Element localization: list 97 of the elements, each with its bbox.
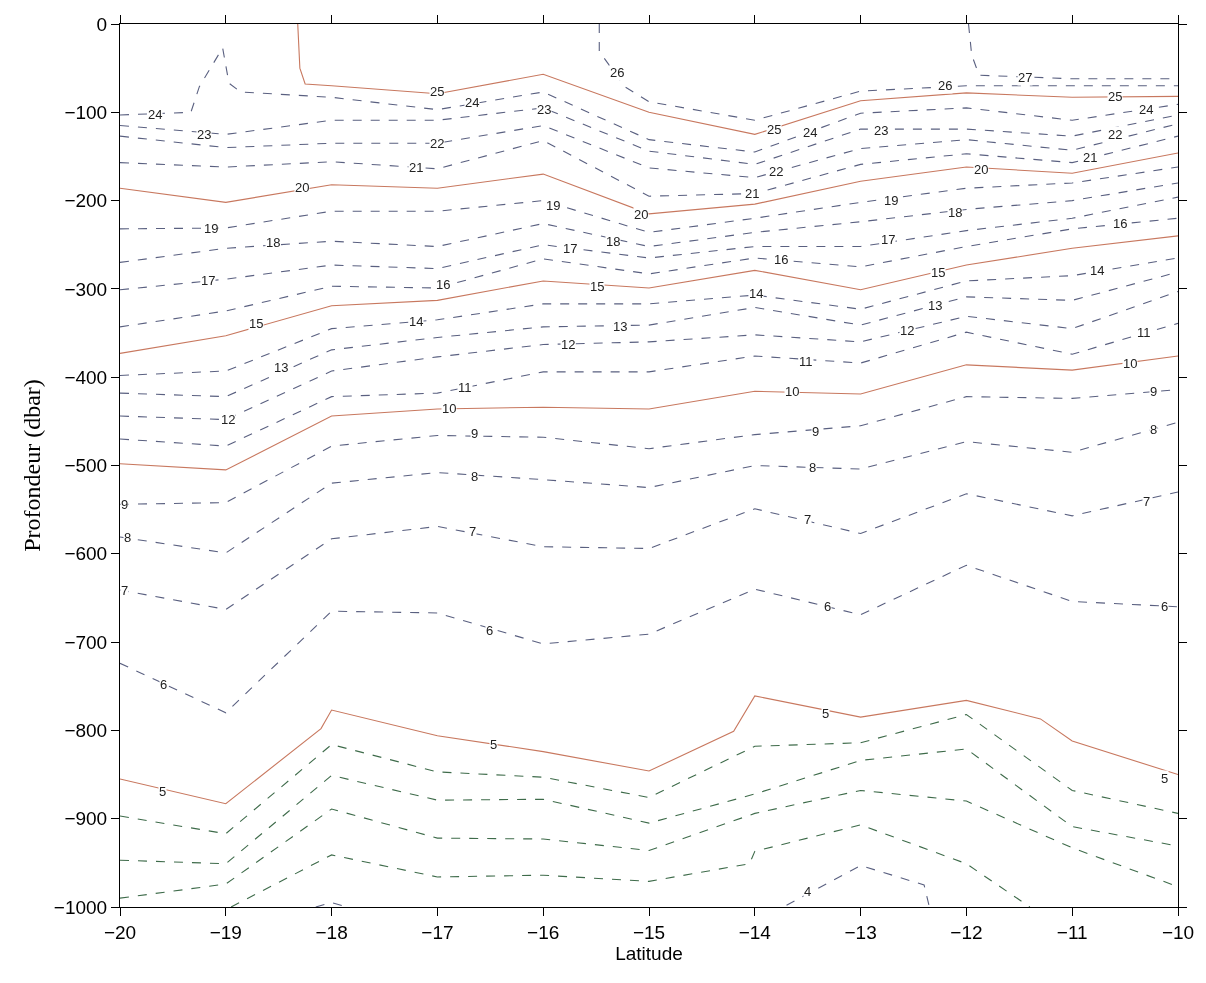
annotation: 16 (774, 252, 789, 267)
annotation: 13 (928, 298, 943, 313)
y-tick-label: −900 (64, 808, 108, 830)
annotation: 22 (430, 136, 445, 151)
annotation: 25 (767, 122, 782, 137)
annotation: 24 (1139, 102, 1154, 117)
annotation: 11 (458, 380, 472, 395)
annotation: 26 (610, 65, 625, 80)
x-tick-label: −12 (950, 921, 983, 943)
annotation: 6 (486, 623, 494, 638)
annotation: 22 (1108, 127, 1123, 142)
annotation: 14 (409, 314, 424, 329)
annotation: 15 (590, 279, 605, 294)
annotation: 15 (249, 316, 264, 331)
annotation: 26 (938, 78, 953, 93)
x-tick-label: −17 (421, 921, 454, 943)
x-tick-label: −19 (209, 921, 242, 943)
y-tick-label: −600 (64, 543, 108, 565)
annotation: 24 (803, 125, 818, 140)
x-tick-label: −14 (738, 921, 772, 943)
x-tick-label: −11 (1056, 921, 1088, 943)
annotation: 6 (824, 599, 832, 614)
annotation: 9 (471, 426, 479, 441)
annotation: 12 (561, 337, 576, 352)
annotation: 16 (1113, 216, 1128, 231)
y-tick-label: −200 (64, 190, 108, 212)
annotation: 11 (799, 354, 813, 369)
annotation: 6 (160, 677, 168, 692)
annotation: 5 (490, 737, 498, 752)
annotation: 8 (124, 530, 132, 545)
y-tick-label: −500 (64, 455, 108, 477)
annotation: 14 (1090, 263, 1105, 278)
y-tick-label: −100 (64, 101, 108, 123)
annotation: 16 (436, 277, 451, 292)
annotation: 6 (1161, 599, 1169, 614)
annotation: 18 (948, 205, 963, 220)
annotation: 18 (606, 234, 621, 249)
annotation: 12 (221, 412, 236, 427)
annotation: 8 (471, 469, 479, 484)
y-tick-label: 0 (96, 13, 108, 35)
annotation: 23 (537, 102, 552, 117)
annotation: 21 (745, 186, 760, 201)
annotation: 9 (1150, 384, 1158, 399)
annotation: 20 (295, 180, 310, 195)
annotation: 24 (465, 95, 480, 110)
y-tick-label: −300 (64, 278, 108, 300)
annotation: 20 (634, 207, 649, 222)
annotation: 7 (1143, 494, 1151, 509)
annotation: 13 (274, 360, 289, 375)
annotation: 10 (442, 401, 457, 416)
y-tick-label: −700 (64, 631, 108, 653)
annotation: 5 (1161, 771, 1169, 786)
x-tick-label: −13 (844, 921, 877, 943)
annotation: 22 (769, 164, 784, 179)
y-tick-label: −800 (64, 720, 108, 742)
annotation: 17 (201, 273, 216, 288)
x-axis-title: Latitude (615, 942, 683, 964)
annotation: 27 (1018, 70, 1033, 85)
annotation: 24 (148, 107, 163, 122)
annotation: 21 (1083, 150, 1098, 165)
annotation: 23 (874, 123, 889, 138)
annotation: 10 (1123, 356, 1138, 371)
annotation: 17 (563, 241, 578, 256)
annotation: 14 (749, 286, 764, 301)
annotation: 12 (900, 323, 915, 338)
y-axis-title: Profondeur (dbar) (18, 379, 45, 552)
x-tick-label: −18 (315, 921, 348, 943)
annotation: 9 (812, 424, 820, 439)
annotation: 8 (1150, 422, 1158, 437)
annotation: 11 (1137, 325, 1151, 340)
annotation: 23 (197, 127, 212, 142)
annotation: 19 (204, 221, 219, 236)
annotation: 18 (266, 235, 281, 250)
annotation: 15 (931, 265, 946, 280)
annotation: 4 (804, 884, 812, 899)
x-tick-label: −16 (527, 921, 560, 943)
x-tick-label: −20 (103, 921, 137, 943)
annotation: 5 (822, 706, 830, 721)
annotation: 9 (121, 497, 129, 512)
annotation: 17 (881, 232, 896, 247)
y-tick-label: −1000 (53, 896, 108, 918)
y-tick-label: −400 (64, 366, 108, 388)
annotation: 25 (430, 84, 445, 99)
annotation: 25 (1108, 89, 1123, 104)
annotation: 20 (974, 162, 989, 177)
x-tick-label: −15 (632, 921, 666, 943)
annotation: 8 (809, 460, 817, 475)
annotation: 7 (469, 524, 477, 539)
annotation: 7 (804, 512, 812, 527)
x-tick-label: −10 (1161, 921, 1195, 943)
annotation: 13 (613, 319, 628, 334)
annotation: 21 (409, 160, 424, 175)
annotation: 5 (159, 784, 167, 799)
annotation: 19 (884, 193, 899, 208)
annotation: 19 (546, 198, 561, 213)
annotation: 7 (121, 583, 129, 598)
annotation: 10 (785, 384, 800, 399)
